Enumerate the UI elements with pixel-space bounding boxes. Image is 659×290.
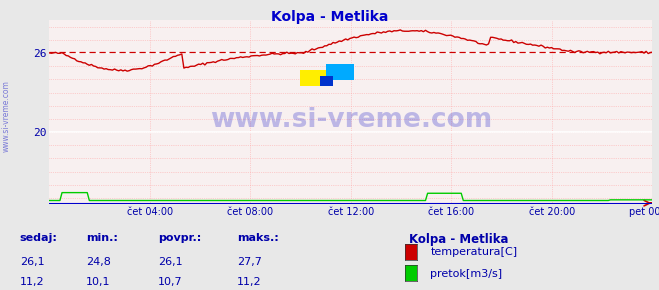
Text: 24,8: 24,8 [86, 257, 111, 267]
Text: 27,7: 27,7 [237, 257, 262, 267]
Text: www.si-vreme.com: www.si-vreme.com [210, 107, 492, 133]
Text: 26,1: 26,1 [158, 257, 183, 267]
Text: 10,1: 10,1 [86, 277, 110, 287]
Text: sedaj:: sedaj: [20, 233, 57, 243]
Text: 11,2: 11,2 [237, 277, 262, 287]
Text: min.:: min.: [86, 233, 117, 243]
Text: maks.:: maks.: [237, 233, 279, 243]
Text: Kolpa - Metlika: Kolpa - Metlika [409, 233, 508, 246]
Text: povpr.:: povpr.: [158, 233, 202, 243]
Text: pretok[m3/s]: pretok[m3/s] [430, 269, 502, 279]
Bar [300, 70, 333, 86]
Bar [320, 76, 333, 86]
Bar [326, 64, 355, 79]
Text: www.si-vreme.com: www.si-vreme.com [2, 80, 11, 152]
Text: temperatura[C]: temperatura[C] [430, 247, 517, 257]
Text: 10,7: 10,7 [158, 277, 183, 287]
Text: 26,1: 26,1 [20, 257, 44, 267]
Text: Kolpa - Metlika: Kolpa - Metlika [271, 10, 388, 24]
Text: 11,2: 11,2 [20, 277, 44, 287]
